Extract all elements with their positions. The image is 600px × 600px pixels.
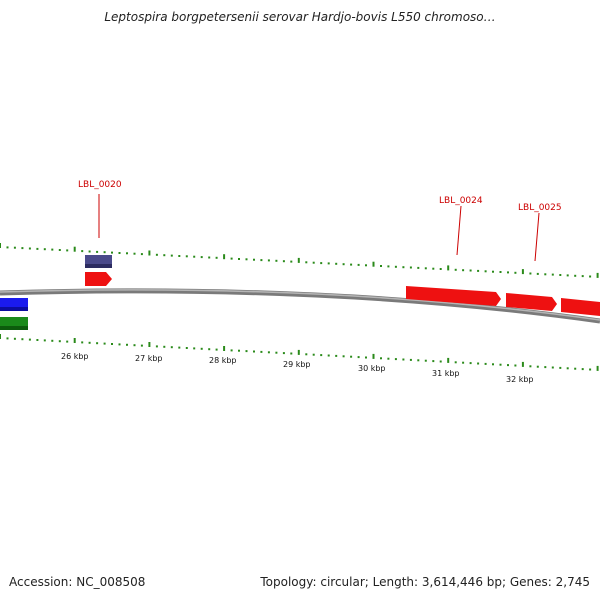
kbp-label: 28 kbp [209,356,237,365]
genome-backbone [0,288,600,324]
map-title: Leptospira borgpetersenii serovar Hardjo… [104,10,496,24]
kbp-label: 31 kbp [432,369,460,378]
gene-label-lbl-0025[interactable]: LBL_0025 [518,203,562,213]
lower-tick-row [0,334,599,371]
upper-tick-row [0,243,599,278]
feature-blue-shade [0,307,28,311]
gene-lbl-0025[interactable] [506,293,557,311]
accession-text: Accession: NC_008508 [9,575,146,589]
kbp-label: 32 kbp [506,375,534,384]
feature-purple-shade [85,264,112,268]
gene-label-lbl-0024[interactable]: LBL_0024 [439,196,483,206]
gene-partial-right[interactable] [561,298,600,316]
gene-label-lbl-0020[interactable]: LBL_0020 [78,180,122,190]
genome-backbone-highlight [0,289,600,321]
feature-green-shade [0,326,28,330]
kbp-label: 29 kbp [283,360,311,369]
gene-lbl-0020[interactable] [85,272,112,286]
gene-lbl-0024[interactable] [406,286,501,306]
gene-label-leader-lbl-0025 [534,212,540,262]
kbp-label: 30 kbp [358,364,386,373]
gene-label-leader-lbl-0024 [456,205,462,256]
genome-summary-text: Topology: circular; Length: 3,614,446 bp… [260,575,590,589]
kbp-label: 27 kbp [135,354,163,363]
kbp-label: 26 kbp [61,352,89,361]
